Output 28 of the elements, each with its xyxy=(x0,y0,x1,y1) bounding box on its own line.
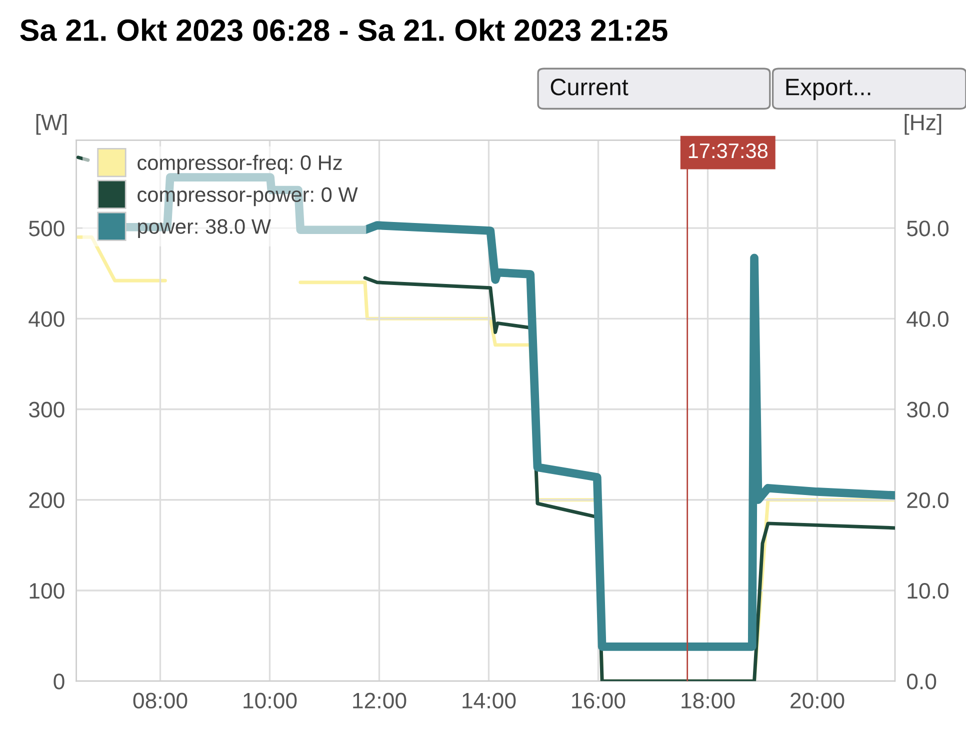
legend-label: compressor-freq: 0 Hz xyxy=(138,154,342,174)
x-tick-label: 12:00 xyxy=(353,692,406,709)
y2-tick-label: 40.0 xyxy=(906,311,948,327)
y2-axis-title: [Hz] xyxy=(904,114,942,135)
y2-tick-label: 10.0 xyxy=(908,583,948,599)
y-tick-label: 300 xyxy=(28,402,64,418)
x-tick-label: 16:00 xyxy=(572,692,626,709)
y2-tick-label: 30.0 xyxy=(906,402,948,418)
y2-tick-label: 50.0 xyxy=(907,220,948,236)
x-tick-label: 18:00 xyxy=(682,692,735,709)
text: Current xyxy=(550,78,628,96)
text: Export... xyxy=(786,78,870,100)
series-label: power: 38.0 W xyxy=(138,219,271,238)
y-tick-label: 500 xyxy=(29,220,64,236)
legend-label: compressor-power: 0 W xyxy=(138,187,358,206)
x-tick-label: 08:00 xyxy=(133,692,188,709)
chart-title: Sa 21. Okt 2023 06:28 - Sa 21. Okt 2023 21:25 xyxy=(20,18,668,42)
x-tick-label: 14:00 xyxy=(462,692,516,709)
y2-tick-label: 20.0 xyxy=(907,492,948,508)
x-tick-label: 20:00 xyxy=(790,692,844,709)
y-tick-label: 0 xyxy=(54,674,64,690)
x-tick-label: 10:00 xyxy=(244,692,297,709)
y-tick-label: 100 xyxy=(30,583,64,599)
y-axis-title: [W] xyxy=(36,114,67,135)
y-tick-label: 400 xyxy=(28,311,64,327)
y2-tick-label: 0.0 xyxy=(906,674,936,690)
y-tick-label: 200 xyxy=(29,492,64,508)
annotation: 17:37:38 xyxy=(688,143,768,158)
